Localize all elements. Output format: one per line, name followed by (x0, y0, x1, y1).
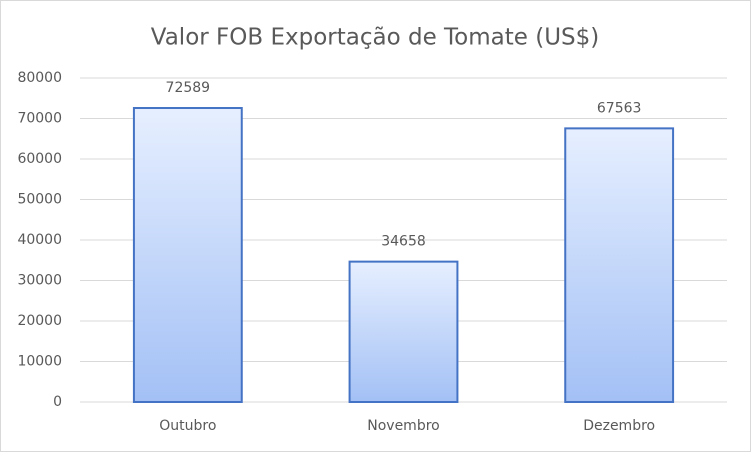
y-tick-label: 70000 (17, 111, 62, 127)
y-tick-label: 80000 (17, 70, 62, 86)
chart-title: Valor FOB Exportação de Tomate (US$) (151, 25, 599, 51)
data-label: 34658 (381, 234, 426, 250)
x-tick-label: Outubro (159, 418, 216, 434)
y-tick-label: 10000 (17, 354, 62, 370)
bar (348, 260, 459, 403)
data-label: 67563 (597, 100, 642, 116)
y-tick-label: 0 (53, 394, 62, 410)
data-label: 72589 (166, 80, 211, 96)
y-tick-label: 40000 (17, 232, 62, 248)
bar (132, 107, 243, 403)
y-tick-label: 60000 (17, 151, 62, 167)
x-tick-label: Novembro (367, 418, 439, 434)
y-tick-label: 20000 (17, 313, 62, 329)
x-tick-label: Dezembro (583, 418, 655, 434)
bar (564, 127, 675, 403)
y-tick-label: 30000 (17, 273, 62, 289)
y-tick-label: 50000 (17, 192, 62, 208)
